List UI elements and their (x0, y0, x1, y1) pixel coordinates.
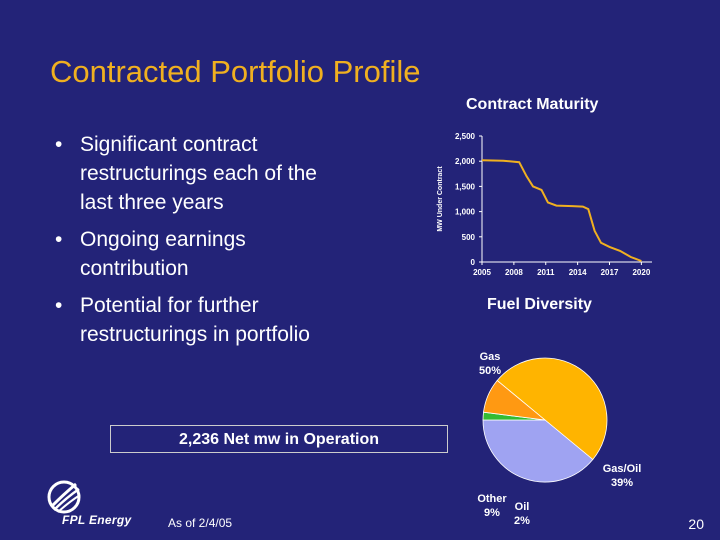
contract-maturity-title: Contract Maturity (466, 96, 599, 113)
bullet-dot-icon: • (55, 228, 63, 251)
y-tick-label: 1,000 (455, 208, 476, 217)
series-line (481, 159, 642, 262)
pie-slice (482, 419, 594, 483)
x-tick-label: 2008 (505, 268, 523, 277)
bullet-dot-icon: • (55, 133, 63, 156)
bullet-item: • Significant contract restructurings eac… (55, 130, 355, 217)
footer-date-note: As of 2/4/05 (168, 516, 233, 530)
bullet-item: • Potential for further restructurings in… (55, 291, 355, 349)
y-tick-label: 1,500 (455, 182, 476, 191)
x-tick-label: 2014 (569, 268, 587, 277)
y-tick-label: 0 (471, 258, 476, 267)
slice-label: Gas (480, 351, 501, 363)
net-mw-box: 2,236 Net mw in Operation (110, 425, 448, 453)
slice-label: Other (477, 493, 507, 505)
x-tick-label: 2017 (601, 268, 619, 277)
slice-value: 39% (611, 477, 633, 489)
logo-text: FPL Energy (62, 513, 132, 527)
fpl-energy-logo: FPL Energy (44, 480, 159, 528)
slide-title: Contracted Portfolio Profile (50, 54, 421, 89)
slice-value: 50% (479, 365, 501, 377)
bullet-list: • Significant contract restructurings eac… (55, 130, 355, 357)
slice-label: Gas/Oil (603, 463, 642, 475)
slice-label: Oil (515, 501, 530, 513)
y-tick-label: 2,000 (455, 157, 476, 166)
pie-slice (483, 379, 547, 421)
x-tick-label: 2020 (632, 268, 650, 277)
y-tick-label: 500 (462, 233, 476, 242)
bullet-text: Ongoing earnings contribution (80, 228, 246, 280)
y-tick-label: 2,500 (455, 132, 476, 141)
slice-value: 2% (514, 515, 530, 527)
fpl-logo-icon (47, 480, 81, 514)
x-tick-label: 2005 (473, 268, 491, 277)
contract-maturity-chart: 0 500 1,000 1,500 2,000 2,500 2005 2008 2011 2014… (437, 132, 652, 277)
slice-value: 9% (484, 507, 500, 519)
bullet-text: Potential for further restructurings in … (80, 294, 310, 346)
bullet-dot-icon: • (55, 294, 63, 317)
bullet-item: • Ongoing earnings contribution (55, 225, 355, 283)
pie-slice (496, 357, 608, 461)
y-axis-label: MW Under Contract (437, 166, 444, 232)
bullet-text: Significant contract restructurings each… (80, 133, 317, 214)
fuel-diversity-title: Fuel Diversity (487, 296, 592, 313)
fuel-diversity-chart: Gas 50% Gas/Oil 39% Oil 2% Other 9% (477, 351, 642, 527)
x-tick-label: 2011 (537, 268, 555, 277)
page-number: 20 (688, 516, 704, 532)
